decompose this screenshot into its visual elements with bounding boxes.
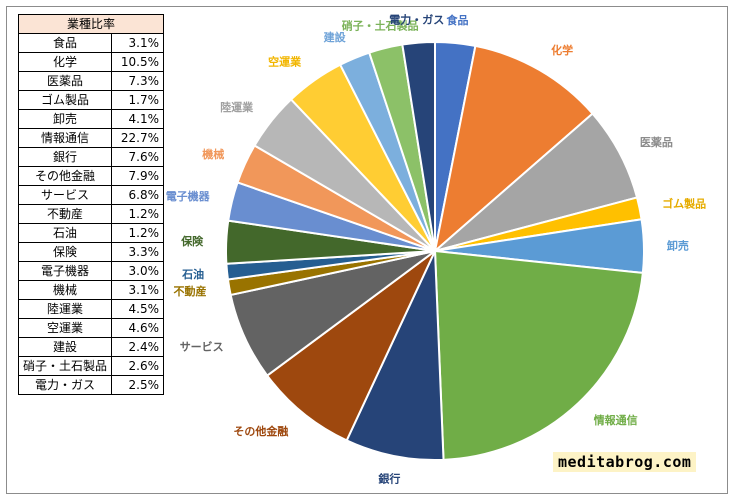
slice-label: 医薬品 bbox=[640, 135, 673, 149]
table-cell-ratio: 10.5% bbox=[111, 52, 165, 72]
slice-label: サービス bbox=[180, 340, 224, 354]
slice-label: 電力・ガス bbox=[389, 13, 444, 27]
slice-label: 化学 bbox=[551, 43, 573, 57]
table-cell-sector: 銀行 bbox=[17, 147, 113, 167]
slice-label: 卸売 bbox=[667, 239, 689, 253]
slice-label: 食品 bbox=[447, 13, 469, 27]
table-cell-ratio: 4.6% bbox=[111, 318, 165, 338]
slice-label: 保険 bbox=[180, 234, 204, 248]
table-cell-sector: 電力・ガス bbox=[17, 375, 113, 395]
table-cell-ratio: 4.5% bbox=[111, 299, 165, 319]
site-watermark: meditabrog.com bbox=[553, 452, 697, 472]
slice-label: ゴム製品 bbox=[662, 197, 706, 211]
table-cell-ratio: 22.7% bbox=[111, 128, 165, 148]
pie-slice bbox=[345, 250, 445, 461]
table-cell-sector: 情報通信 bbox=[17, 128, 113, 148]
slice-label: 建設 bbox=[324, 30, 347, 44]
table-row: 卸売 4.1% bbox=[17, 109, 165, 129]
table-cell-ratio: 3.3% bbox=[111, 242, 165, 262]
table-row: 食品 3.1% bbox=[17, 33, 165, 53]
slice-label: その他金融 bbox=[233, 424, 288, 438]
table-row: 電力・ガス 2.5% bbox=[17, 375, 165, 395]
table-row: 保険 3.3% bbox=[17, 242, 165, 262]
table-cell-sector: 卸売 bbox=[17, 109, 113, 129]
pie-slice bbox=[433, 44, 594, 254]
table-cell-ratio: 3.0% bbox=[111, 261, 165, 281]
table-row: ゴム製品 1.7% bbox=[17, 90, 165, 110]
pie-slice bbox=[433, 249, 644, 461]
slice-label: 銀行 bbox=[378, 472, 400, 486]
table-cell-ratio: 2.5% bbox=[111, 375, 165, 395]
table-row: 機械 3.1% bbox=[17, 280, 165, 300]
slice-label: 空運業 bbox=[268, 55, 302, 69]
table-row: 銀行 7.6% bbox=[17, 147, 165, 167]
table-cell-ratio: 2.6% bbox=[111, 356, 165, 376]
table-row: 情報通信 22.7% bbox=[17, 128, 165, 148]
table-row: 空運業 4.6% bbox=[17, 318, 165, 338]
slice-label: 硝子・土石製品 bbox=[342, 19, 419, 33]
slice-label: 石油 bbox=[181, 267, 204, 281]
slice-label: 不動産 bbox=[174, 284, 207, 298]
pie-slice bbox=[401, 40, 436, 252]
table-row: 硝子・土石製品 2.6% bbox=[17, 356, 165, 376]
table-row: サービス 6.8% bbox=[17, 185, 165, 205]
table-cell-sector: 化学 bbox=[17, 52, 113, 72]
table-row: 化学 10.5% bbox=[17, 52, 165, 72]
sector-ratio-table: 業種比率 食品 3.1% 化学 10.5% 医薬品 7.3% ゴム製品 1.7% 卸売 4.1% 情… bbox=[17, 14, 165, 395]
table-cell-sector: 石油 bbox=[17, 223, 113, 243]
slice-label: 機械 bbox=[202, 147, 224, 161]
slice-label: 情報通信 bbox=[594, 413, 638, 427]
slice-label: 電子機器 bbox=[166, 189, 211, 203]
table-header: 業種比率 bbox=[17, 14, 165, 34]
table-cell-ratio: 7.9% bbox=[111, 166, 165, 186]
table-cell-ratio: 1.7% bbox=[111, 90, 165, 110]
pie-slice bbox=[265, 250, 436, 442]
slice-label: 陸運業 bbox=[220, 100, 254, 114]
